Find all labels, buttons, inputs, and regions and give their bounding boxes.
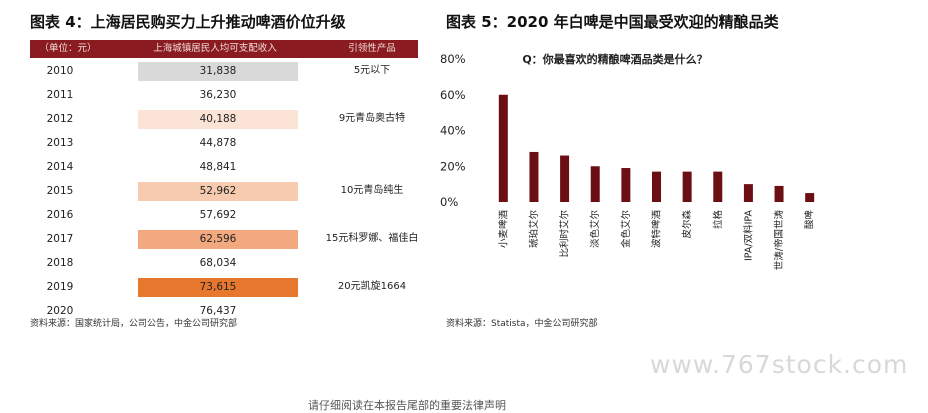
row-income: 57,692 [199, 209, 237, 221]
y-tick-label: 20% [440, 159, 466, 173]
table-row: 2011 36,230 [30, 83, 418, 107]
x-tick-label: 比利时艾尔 [559, 210, 571, 258]
table-row: 2017 62,596 15元科罗娜、福佳白 [30, 227, 418, 251]
row-year: 2016 [46, 209, 74, 221]
row-year: 2012 [46, 113, 74, 125]
y-tick-label: 80% [440, 52, 466, 66]
row-income: 36,230 [199, 89, 237, 101]
income-highlight [138, 230, 298, 249]
chart-title: Q：你最喜欢的精酿啤酒品类是什么？ [522, 52, 707, 66]
bar [682, 171, 692, 202]
row-income: 48,841 [199, 161, 237, 173]
row-income: 76,437 [199, 305, 237, 317]
bar [774, 185, 784, 202]
x-tick-label: 金色艾尔 [620, 210, 632, 249]
table-row: 2020 76,437 [30, 299, 418, 323]
table-row: 2015 52,962 10元青岛纯生 [30, 179, 418, 203]
table-row: 2010 31,838 5元以下 [30, 59, 418, 83]
row-income: 44,878 [199, 137, 237, 149]
income-highlight [138, 62, 298, 81]
row-product: 20元凯旋1664 [337, 281, 407, 292]
header-unit: （单位：元） [39, 43, 97, 54]
left-source: 资料来源：国家统计局，公司公告，中金公司研究部 [30, 319, 238, 329]
table-row: 2019 73,615 20元凯旋1664 [30, 275, 418, 299]
right-title: 图表 5：2020 年白啤是中国最受欢迎的精酿品类 [446, 13, 779, 31]
bar [805, 193, 815, 202]
bar [498, 94, 508, 202]
y-tick-label: 40% [440, 124, 466, 138]
watermark: www.767stock.com [650, 350, 909, 379]
row-year: 2018 [46, 257, 74, 269]
income-highlight [138, 182, 298, 201]
table-row: 2016 57,692 [30, 203, 418, 227]
y-tick-label: 60% [440, 88, 466, 102]
row-product: 5元以下 [353, 65, 391, 76]
x-tick-label: 世涛/帝国世涛 [773, 210, 785, 271]
header-income: 上海城镇居民人均可支配收入 [153, 43, 277, 54]
row-product: 9元青岛奥古特 [338, 113, 406, 124]
table-row: 2012 40,188 9元青岛奥古特 [30, 107, 418, 131]
income-highlight [138, 110, 298, 129]
row-year: 2020 [46, 305, 74, 317]
left-title: 图表 4：上海居民购买力上升推动啤酒价位升级 [30, 13, 346, 31]
row-year: 2019 [46, 281, 74, 293]
row-income: 73,615 [199, 281, 237, 293]
x-tick-label: 小麦啤酒 [497, 210, 509, 249]
row-year: 2013 [46, 137, 74, 149]
bar [743, 184, 753, 202]
x-tick-label: 皮尔森 [681, 210, 693, 239]
footer-note: 请仔细阅读在本报告尾部的重要法律声明 [308, 399, 506, 412]
table-header: （单位：元） 上海城镇居民人均可支配收入 引领性产品 [30, 40, 418, 58]
table-row: 2014 48,841 [30, 155, 418, 179]
row-year: 2010 [46, 65, 74, 77]
row-year: 2017 [46, 233, 74, 245]
x-tick-label: 拉格 [712, 210, 724, 230]
row-product: 10元青岛纯生 [340, 185, 404, 196]
bar [713, 171, 723, 202]
row-income: 40,188 [199, 113, 237, 125]
income-highlight [138, 278, 298, 297]
y-tick-label: 0% [440, 195, 458, 209]
bar [560, 155, 570, 202]
table-row: 2013 44,878 [30, 131, 418, 155]
x-tick-label: 酸啤 [804, 210, 816, 230]
row-year: 2015 [46, 185, 74, 197]
x-tick-label: 琥珀艾尔 [528, 210, 540, 249]
bar [652, 171, 661, 202]
row-income: 68,034 [199, 257, 237, 269]
bar [590, 166, 600, 202]
craft-beer-bar-chart: Q：你最喜欢的精酿啤酒品类是什么？ 0% 20% 40% 60% 80% 小麦啤酒 琥珀艾… [440, 52, 816, 271]
bar [529, 151, 539, 202]
header-product: 引领性产品 [348, 43, 396, 54]
row-income: 52,962 [199, 185, 237, 197]
x-tick-label: 淡色艾尔 [589, 210, 601, 249]
right-source: 资料来源：Statista，中金公司研究部 [446, 319, 598, 329]
x-tick-label: IPA/双料IPA [742, 210, 754, 262]
row-product: 15元科罗娜、福佳白 [325, 233, 419, 244]
table-row: 2018 68,034 [30, 251, 418, 275]
row-income: 31,838 [199, 65, 237, 77]
row-income: 62,596 [199, 233, 237, 245]
bar [621, 168, 631, 202]
x-tick-label: 波特啤酒 [651, 210, 663, 249]
row-year: 2011 [46, 89, 74, 101]
row-year: 2014 [46, 161, 74, 173]
